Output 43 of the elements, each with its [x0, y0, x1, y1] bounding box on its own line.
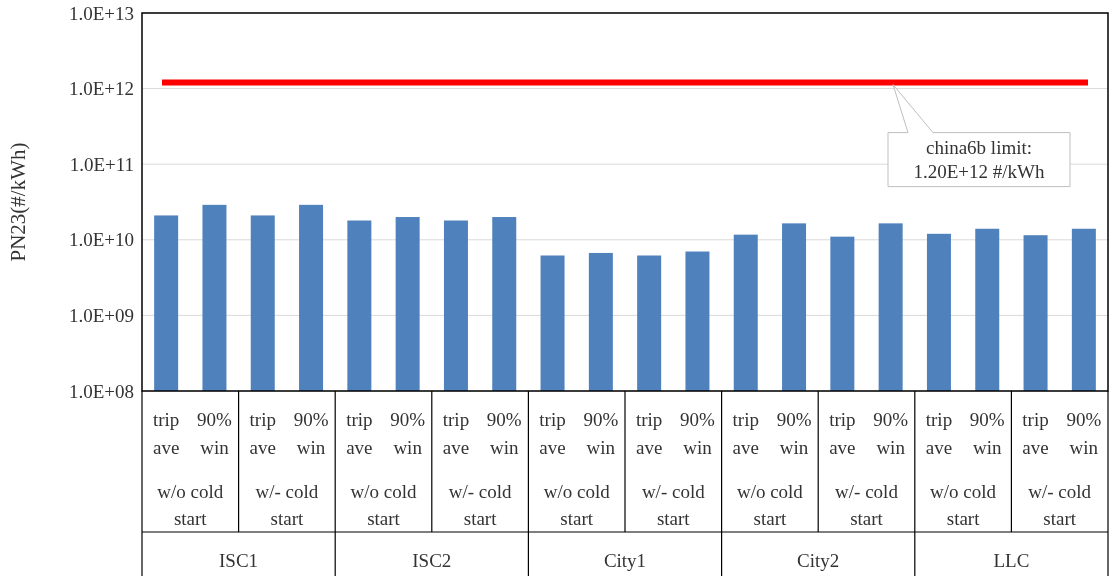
x-tick-label: 90% win	[776, 409, 812, 458]
annotation: china6b limit: 1.20E+12 #/kWh	[913, 136, 1046, 182]
x-tick-label: trip ave	[732, 409, 759, 458]
x-tick-label: 90% win	[390, 409, 426, 458]
text: w/o cold start	[157, 481, 224, 529]
x-tick-label: 90% win	[583, 409, 619, 458]
text: City2	[797, 550, 840, 571]
x-tick-label: 90% win	[969, 409, 1005, 458]
x-tick-label: 90% win	[197, 409, 233, 458]
x-tick-label: 90% win	[293, 409, 329, 458]
x-tick-label: trip ave	[249, 409, 276, 458]
text: City1	[603, 550, 647, 571]
text: w/- cold start	[255, 481, 319, 529]
x-tick-label: trip ave	[152, 409, 180, 458]
x-tick-label: 90% win	[873, 409, 909, 458]
text: ISC2	[412, 550, 452, 571]
y-tick-label: 1.0E+10	[68, 229, 134, 251]
x-tick-label: trip ave	[346, 409, 373, 458]
text: w/o cold start	[543, 481, 611, 529]
text: w/- cold start	[835, 481, 899, 529]
x-tick-label: trip ave	[442, 409, 470, 458]
y-tick-label: 1.0E+12	[68, 78, 134, 100]
y-tick-label: 1.0E+11	[69, 153, 134, 175]
x-tick-label: trip ave	[1022, 409, 1049, 458]
y-tick-label: 1.0E+09	[68, 305, 134, 327]
text: w/- cold start	[641, 481, 706, 529]
y-tick-label: 1.0E+08	[68, 380, 134, 402]
x-tick-label: 90% win	[1066, 409, 1102, 458]
text: w/- cold start	[1028, 481, 1092, 529]
text: w/o cold start	[736, 481, 804, 529]
x-tick-label: trip ave	[635, 409, 663, 458]
text: w/o cold start	[350, 481, 417, 529]
y-tick-label: 1.0E+13	[68, 2, 134, 24]
text: w/o cold start	[930, 481, 997, 529]
y-axis-title: PN23(#/kWh)	[6, 142, 30, 262]
x-tick-label: 90% win	[680, 409, 716, 458]
x-tick-label: trip ave	[829, 409, 856, 458]
text: LLC	[993, 550, 1030, 571]
text: w/- cold start	[448, 481, 512, 529]
x-tick-label: trip ave	[539, 409, 566, 458]
x-tick-label: 90% win	[486, 409, 522, 458]
text: ISC1	[219, 550, 259, 571]
x-tick-label: trip ave	[925, 409, 953, 458]
